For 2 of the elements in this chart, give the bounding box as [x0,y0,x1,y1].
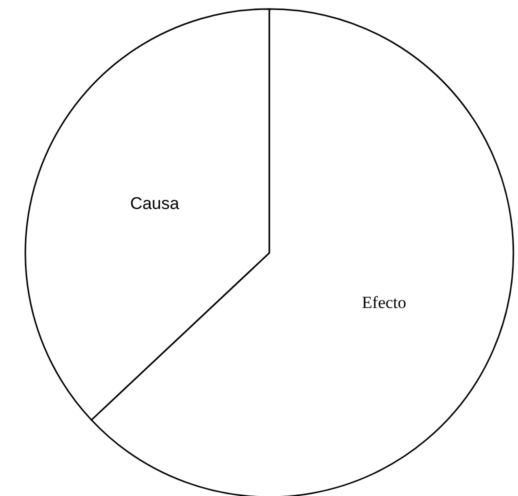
slice-label: Efecto [362,293,406,312]
slice-label: Causa [130,194,180,213]
